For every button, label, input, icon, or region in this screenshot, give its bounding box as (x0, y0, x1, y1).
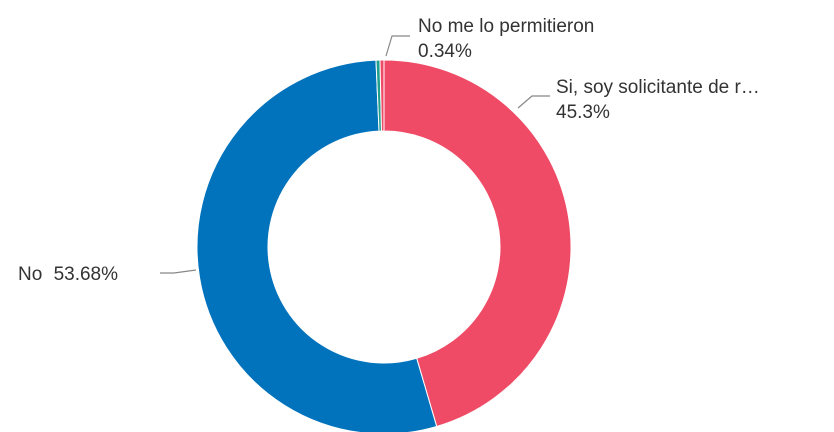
label-si-soy-solicitante-name: Si, soy solicitante de r… (556, 77, 760, 98)
donut-slices (196, 59, 572, 432)
leader-line-no (160, 269, 197, 274)
slice-0-si-soy-solicitante-de-r (383, 59, 572, 428)
slice-3-no-me-lo-permitieron (379, 59, 385, 132)
leader-line-no-me-lo-permitieron (385, 35, 410, 57)
label-no-me-lo-permitieron-value: 0.34% (418, 41, 472, 62)
slice-1-no (196, 59, 438, 432)
label-si-soy-solicitante-value: 45.3% (556, 102, 610, 123)
leader-line-si-soy-solicitante (517, 95, 550, 109)
label-no-name: No (18, 264, 42, 285)
label-no-me-lo-permitieron-name: No me lo permitieron (418, 16, 594, 37)
label-no-value: 53.68% (54, 264, 119, 285)
label-no: No 53.68% (18, 264, 118, 285)
